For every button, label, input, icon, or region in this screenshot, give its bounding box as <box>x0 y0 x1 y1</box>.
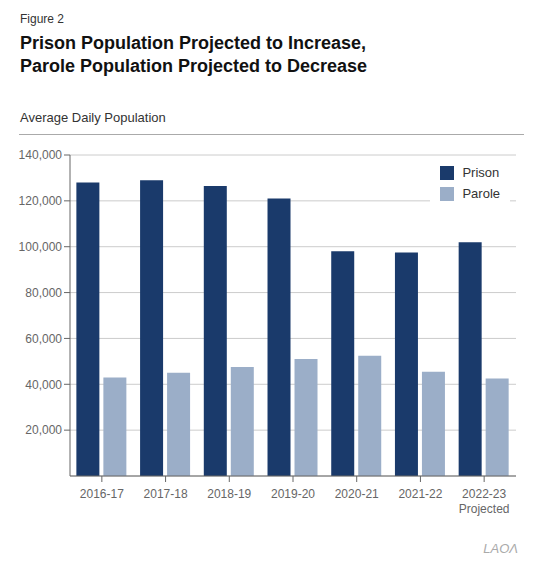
svg-text:140,000: 140,000 <box>19 148 63 162</box>
svg-text:2021-22: 2021-22 <box>398 487 442 501</box>
html-text:Parole Population Projected to: Parole Population Projected to Decrease <box>20 56 368 76</box>
svg-text:20,000: 20,000 <box>25 423 62 437</box>
svg-text:40,000: 40,000 <box>25 378 62 392</box>
svg-text:60,000: 60,000 <box>25 332 62 346</box>
html-text:Figure 2: Figure 2 <box>20 12 64 26</box>
svg-text:2022-23Projected: 2022-23Projected <box>459 487 510 516</box>
svg-text:2018-19: 2018-19 <box>207 487 251 501</box>
svg-text:120,000: 120,000 <box>19 194 63 208</box>
html-text:LAOΛ: LAOΛ <box>483 541 518 556</box>
svg-text:2019-20: 2019-20 <box>271 487 315 501</box>
svg-text:80,000: 80,000 <box>25 286 62 300</box>
html-text:Average Daily Population: Average Daily Population <box>20 110 166 125</box>
html-text:Prison Population Projected to: Prison Population Projected to Increase, <box>20 33 367 53</box>
svg-text:2017-18: 2017-18 <box>144 487 188 501</box>
html-text:Parole: Parole <box>462 186 500 201</box>
svg-text:100,000: 100,000 <box>19 240 63 254</box>
html-text:Prison: Prison <box>462 165 500 180</box>
svg-text:2016-17: 2016-17 <box>80 487 124 501</box>
svg-text:2020-21: 2020-21 <box>335 487 379 501</box>
